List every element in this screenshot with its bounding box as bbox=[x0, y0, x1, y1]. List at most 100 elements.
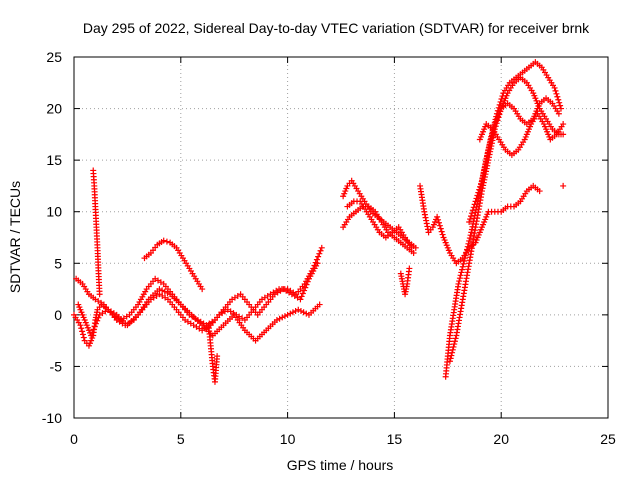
point-s3-2-5 bbox=[94, 317, 101, 324]
point-s12-5-3 bbox=[464, 246, 471, 253]
point-s2-27-4 bbox=[302, 284, 309, 291]
point-s12-5-1 bbox=[462, 252, 469, 259]
point-s13-0-6 bbox=[451, 341, 458, 348]
point-s12-19-2 bbox=[553, 90, 560, 97]
series-s15 bbox=[476, 110, 567, 158]
point-s14-3-1 bbox=[486, 143, 493, 150]
point-s12-19-5 bbox=[556, 99, 563, 106]
point-s3-2-1 bbox=[89, 329, 96, 336]
point-s3-2-4 bbox=[92, 320, 99, 327]
x-tick-label-0: 0 bbox=[70, 431, 78, 447]
y-tick-label-6: 20 bbox=[46, 101, 62, 117]
point-s2-27-3 bbox=[301, 287, 308, 294]
point-s12-4-6 bbox=[459, 263, 466, 270]
point-s3-9-2 bbox=[161, 288, 168, 295]
point-s11-4-4 bbox=[437, 225, 444, 232]
point-s13-0-4 bbox=[449, 346, 456, 353]
point-s13-0-5 bbox=[450, 343, 457, 350]
grid bbox=[74, 57, 608, 418]
point-s1-32-3 bbox=[313, 256, 320, 263]
y-axis-label: SDTVAR / TECUs bbox=[7, 181, 23, 293]
point-s14-0-4 bbox=[469, 207, 476, 214]
point-s3-21-1 bbox=[287, 310, 294, 317]
x-tick-label-1: 5 bbox=[177, 431, 185, 447]
point-s12-5-5 bbox=[465, 240, 472, 247]
point-s12-4-3 bbox=[457, 272, 464, 279]
x-tick-label-4: 20 bbox=[493, 431, 509, 447]
point-s12-5-2 bbox=[463, 249, 470, 256]
x-axis-label: GPS time / hours bbox=[287, 457, 394, 473]
point-s1-1-1 bbox=[78, 325, 85, 332]
point-s12-4-1 bbox=[456, 278, 463, 285]
point-s11-4-0 bbox=[434, 213, 441, 220]
point-s14-0-3 bbox=[468, 210, 475, 217]
x-tick-label-3: 15 bbox=[387, 431, 403, 447]
y-tick-label-4: 10 bbox=[46, 204, 62, 220]
series-s11 bbox=[417, 182, 567, 267]
point-s1-33-0 bbox=[318, 244, 325, 251]
point-s13-0-3 bbox=[449, 349, 456, 356]
point-s3-21-3 bbox=[292, 307, 299, 314]
point-s2-27-2 bbox=[299, 290, 306, 297]
point-s3-22-0 bbox=[295, 306, 302, 313]
point-s14-1-1 bbox=[473, 195, 480, 202]
point-s12-19-6 bbox=[557, 102, 564, 109]
point-s12-5-7 bbox=[466, 235, 473, 242]
point-s3-24-0 bbox=[316, 301, 323, 308]
point-s14-3-0 bbox=[485, 146, 492, 153]
point-s13-0-7 bbox=[451, 338, 458, 345]
point-s14-1-6 bbox=[478, 180, 485, 187]
y-tick-label-1: -5 bbox=[50, 358, 63, 374]
point-s1-32-4 bbox=[315, 253, 322, 260]
series-s13 bbox=[446, 74, 567, 365]
series-s4 bbox=[141, 237, 206, 293]
point-s12-5-6 bbox=[466, 237, 473, 244]
point-s14-0-0 bbox=[466, 219, 473, 226]
point-s13-0-2 bbox=[448, 352, 455, 359]
point-s3-20-1 bbox=[276, 315, 283, 322]
point-s4-9-0 bbox=[199, 286, 206, 293]
point-s14-0-6 bbox=[471, 201, 478, 208]
point-s14-1-5 bbox=[477, 183, 484, 190]
point-s12-4-0 bbox=[455, 280, 462, 287]
point-s11-4-5 bbox=[438, 228, 445, 235]
point-s9-10-0 bbox=[408, 244, 415, 251]
point-s4-3-0 bbox=[160, 237, 167, 244]
point-s6-4-0 bbox=[214, 353, 221, 360]
point-s14-3-3 bbox=[487, 138, 494, 145]
point-s14-3-5 bbox=[488, 132, 495, 139]
point-s5-6-0 bbox=[96, 291, 103, 298]
point-s1-1-0 bbox=[77, 322, 84, 329]
point-s12-19-1 bbox=[552, 87, 559, 94]
y-tick-label-2: 0 bbox=[54, 307, 62, 323]
point-s12-4-4 bbox=[458, 269, 465, 276]
series-s3 bbox=[75, 286, 323, 344]
point-s1-1-3 bbox=[79, 331, 86, 338]
point-s3-22-3 bbox=[303, 310, 310, 317]
point-s12-5-8 bbox=[467, 232, 474, 239]
point-s11-20-0 bbox=[536, 188, 543, 195]
point-s11-1-0 bbox=[421, 208, 428, 215]
point-s11-1-5 bbox=[424, 223, 431, 230]
point-s3-2-3 bbox=[91, 323, 98, 330]
point-s12-19-3 bbox=[554, 93, 561, 100]
x-tick-label-2: 10 bbox=[280, 431, 296, 447]
point-s1-1-2 bbox=[79, 328, 86, 335]
point-s3-20-0 bbox=[273, 317, 280, 324]
point-s14-1-3 bbox=[475, 189, 482, 196]
y-tick-label-5: 15 bbox=[46, 152, 62, 168]
point-s3-20-3 bbox=[281, 313, 288, 320]
point-s3-9-0 bbox=[156, 286, 163, 293]
point-s14-14-0 bbox=[555, 110, 562, 117]
point-s13-0-8 bbox=[452, 335, 459, 342]
point-s13-0-0 bbox=[446, 358, 453, 365]
point-s11-4-3 bbox=[436, 222, 443, 229]
y-tick-label-3: 5 bbox=[54, 255, 62, 271]
point-s13-0-1 bbox=[447, 355, 454, 362]
point-s12-4-5 bbox=[459, 266, 466, 273]
point-s12-4-2 bbox=[456, 275, 463, 282]
point-s1-32-6 bbox=[317, 247, 324, 254]
point-s3-9-1 bbox=[159, 287, 166, 294]
data-series bbox=[71, 59, 567, 385]
point-s11-1-3 bbox=[423, 217, 430, 224]
